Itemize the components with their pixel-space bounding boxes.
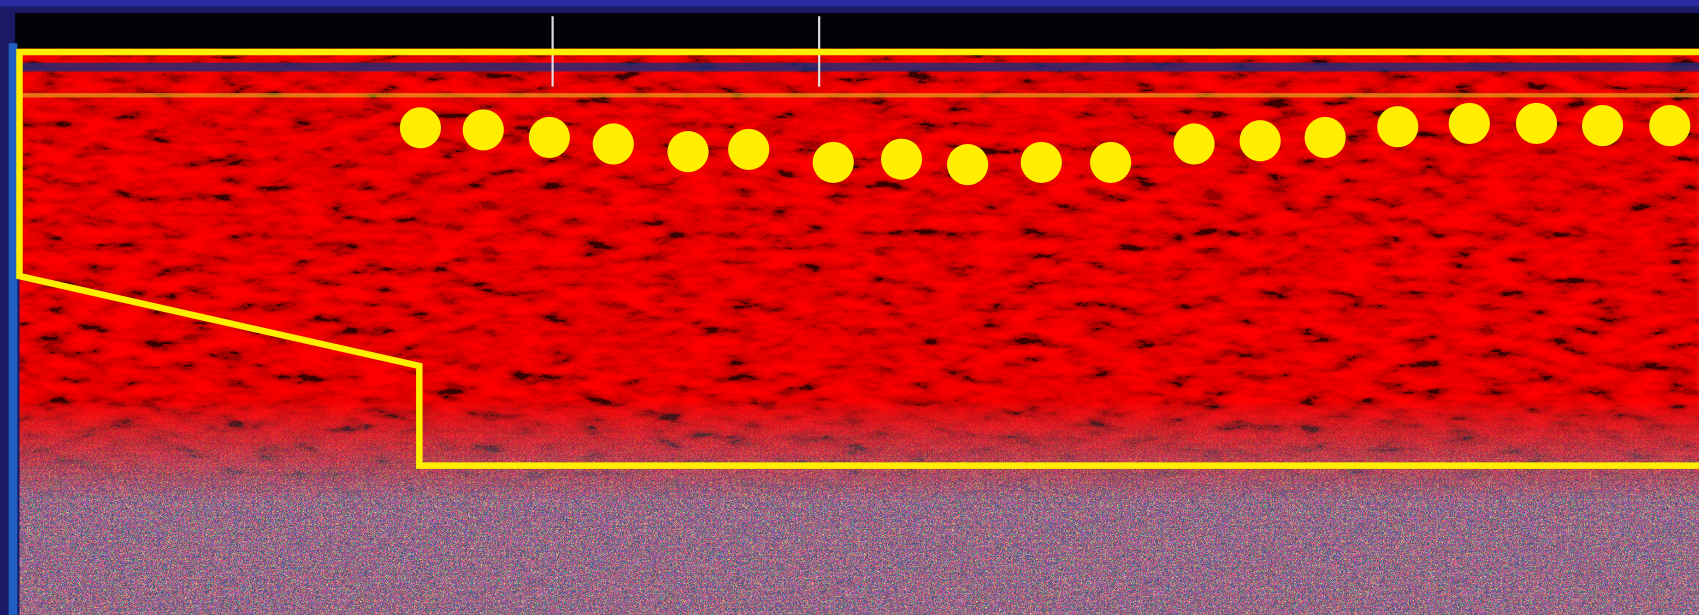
target-dot bbox=[1448, 102, 1490, 145]
target-dot bbox=[462, 109, 504, 151]
target-dot bbox=[947, 144, 989, 186]
top-stripe bbox=[0, 0, 1699, 7]
target-dot bbox=[1515, 102, 1558, 145]
header-band bbox=[15, 12, 1699, 52]
surface-reflection bbox=[19, 93, 1699, 98]
target-dot bbox=[1090, 141, 1132, 183]
target-dot bbox=[1020, 141, 1062, 183]
left-edge bbox=[8, 43, 18, 615]
target-dot bbox=[399, 107, 442, 149]
target-dot bbox=[1239, 120, 1281, 162]
noise-zone bbox=[19, 48, 1699, 615]
target-dot bbox=[667, 131, 709, 173]
target-dots bbox=[399, 102, 1691, 186]
target-dot bbox=[880, 138, 923, 180]
target-dot bbox=[1304, 116, 1346, 159]
zone-outline bbox=[16, 48, 1699, 469]
target-dot bbox=[812, 141, 854, 183]
surface-band bbox=[19, 62, 1699, 72]
target-dot bbox=[728, 128, 770, 170]
target-dot bbox=[528, 116, 570, 159]
target-dot bbox=[1173, 123, 1215, 165]
target-dot bbox=[592, 123, 634, 165]
target-dot bbox=[1581, 105, 1624, 147]
target-dot bbox=[1649, 105, 1691, 147]
target-dot bbox=[1377, 106, 1419, 148]
